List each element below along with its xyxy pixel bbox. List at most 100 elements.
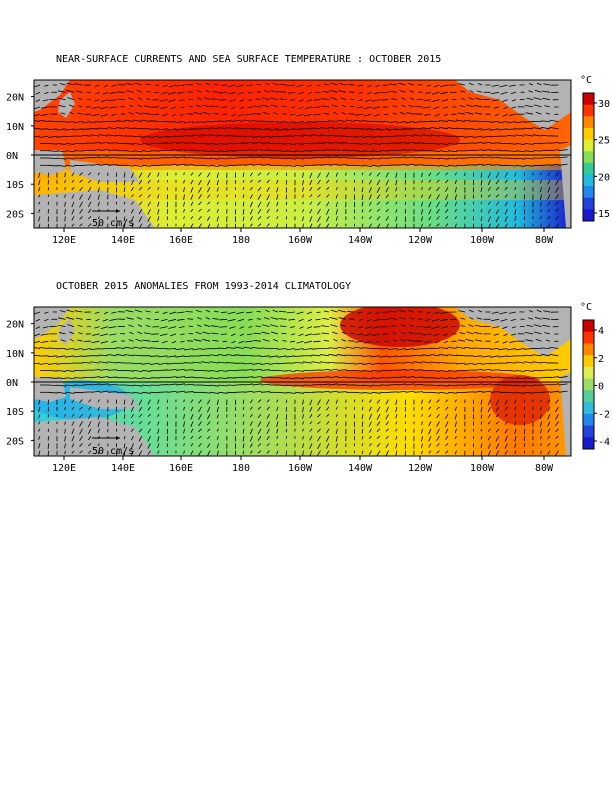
current-vector <box>476 90 483 93</box>
current-vector <box>157 172 160 177</box>
current-vector <box>430 157 441 160</box>
current-vector <box>405 383 415 386</box>
current-vector <box>547 187 551 193</box>
current-vector <box>502 326 508 329</box>
current-vector <box>363 333 372 337</box>
current-vector <box>138 421 143 425</box>
current-vector <box>356 333 364 336</box>
land-new-guinea <box>70 387 140 409</box>
colorbar-swatch <box>583 93 594 106</box>
current-vector <box>464 384 475 386</box>
current-vector <box>249 428 253 435</box>
current-vector <box>251 135 262 138</box>
current-vector <box>547 172 551 176</box>
current-vector <box>495 435 500 442</box>
current-vector <box>515 150 526 153</box>
current-vector <box>309 216 313 222</box>
current-vector <box>465 111 474 115</box>
current-vector <box>216 187 219 192</box>
current-vector <box>237 91 245 95</box>
x-tick-label: 180 <box>232 463 250 474</box>
current-vector <box>183 179 185 184</box>
current-vector <box>198 450 202 456</box>
current-vector <box>200 361 211 364</box>
current-vector <box>260 369 271 371</box>
current-vector <box>396 121 406 124</box>
current-vector <box>138 172 143 179</box>
current-vector <box>97 399 100 403</box>
current-vector <box>35 318 41 322</box>
current-vector <box>311 127 321 130</box>
current-vector <box>317 428 321 433</box>
current-vector <box>249 208 253 215</box>
current-vector <box>495 413 500 418</box>
current-vector <box>473 105 483 108</box>
current-vector <box>465 338 474 342</box>
current-vector <box>328 383 339 386</box>
current-vector <box>128 112 134 115</box>
current-vector <box>309 201 313 205</box>
current-vector <box>430 164 441 167</box>
current-vector <box>56 370 67 372</box>
current-vector <box>540 450 542 455</box>
current-vector <box>69 104 75 108</box>
current-vector <box>268 355 279 358</box>
current-vector <box>425 318 432 321</box>
current-vector <box>335 414 338 418</box>
current-vector <box>506 135 517 137</box>
current-vector <box>98 348 109 350</box>
current-vector <box>183 421 185 428</box>
current-vector <box>514 209 517 215</box>
current-vector <box>317 399 321 406</box>
current-vector <box>514 179 517 183</box>
current-vector <box>528 83 534 86</box>
current-vector <box>523 361 534 364</box>
current-vector <box>514 223 517 227</box>
current-vector <box>540 216 542 220</box>
current-vector <box>48 164 58 167</box>
current-vector <box>305 106 313 110</box>
current-vector <box>354 164 364 167</box>
current-vector <box>447 164 458 167</box>
current-vector <box>198 201 202 206</box>
current-vector <box>203 324 211 327</box>
current-vector <box>180 340 185 343</box>
current-vector <box>65 377 75 380</box>
current-vector <box>535 111 542 115</box>
current-vector <box>354 391 364 394</box>
current-vector <box>413 164 424 166</box>
current-vector <box>468 309 474 313</box>
current-vector <box>375 84 381 88</box>
current-vector <box>107 354 117 357</box>
current-vector <box>379 355 389 358</box>
current-vector <box>190 406 194 412</box>
current-vector <box>276 421 279 427</box>
current-vector <box>135 111 143 115</box>
current-vector <box>145 325 151 327</box>
current-vector <box>205 309 211 313</box>
current-vector <box>278 91 287 93</box>
current-vector <box>272 111 279 115</box>
current-vector <box>428 216 432 221</box>
current-vector <box>447 384 458 387</box>
current-vector <box>309 223 313 228</box>
current-vector <box>218 370 228 372</box>
current-vector <box>514 187 517 191</box>
current-vector <box>436 413 440 419</box>
current-vector <box>251 362 262 365</box>
current-vector <box>502 113 508 117</box>
current-vector <box>71 186 75 191</box>
current-vector <box>329 89 338 93</box>
current-vector <box>138 201 143 206</box>
current-vector <box>167 318 177 322</box>
current-vector <box>373 318 381 322</box>
current-vector <box>547 216 551 220</box>
current-vector <box>515 164 526 167</box>
current-vector <box>413 134 423 137</box>
current-vector <box>524 150 534 153</box>
current-vector <box>257 216 262 220</box>
current-vector <box>166 348 177 350</box>
anomaly-x-axis: 120E 140E 160E 180 160W 140W 120W 100W 80W <box>52 456 554 474</box>
current-vector <box>385 194 389 199</box>
current-vector <box>511 99 517 102</box>
